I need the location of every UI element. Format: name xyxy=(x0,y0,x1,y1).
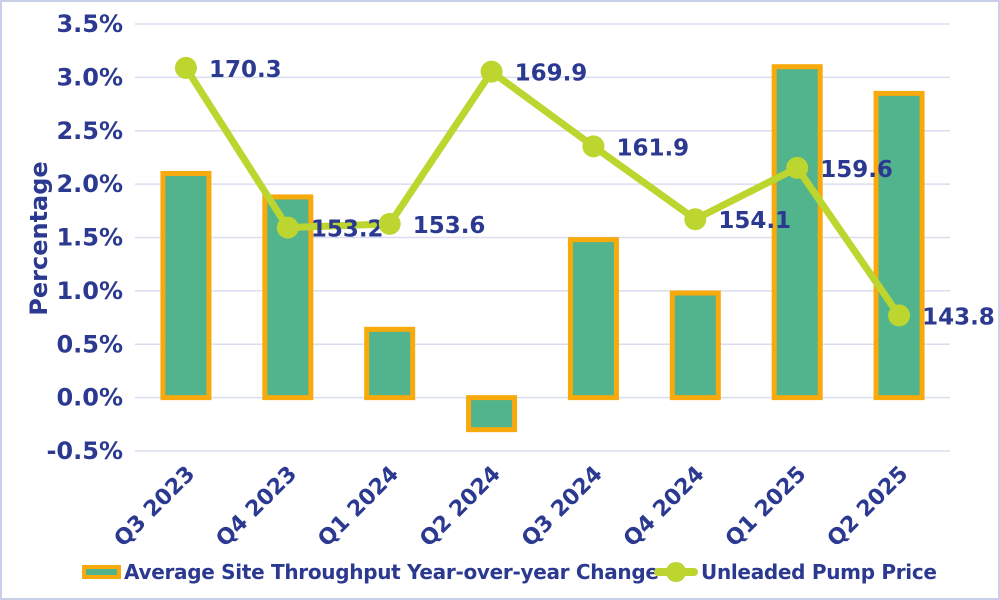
y-tick-label: 0.0% xyxy=(56,384,123,412)
y-tick-label: 3.0% xyxy=(56,63,123,91)
legend: Average Site Throughput Year-over-year C… xyxy=(2,555,998,589)
bar-q2-2025 xyxy=(873,90,925,401)
bar-q1-2024 xyxy=(364,326,416,401)
line-marker-q1-2024 xyxy=(378,212,401,235)
pump-price-line xyxy=(182,64,903,319)
line-data-label: 143.8 xyxy=(922,304,995,330)
line-marker-icon xyxy=(666,562,686,582)
x-tick-label: Q1 2025 xyxy=(721,462,811,552)
bar-q1-2025 xyxy=(771,64,823,401)
chart-svg: 3.5% 3.0% 2.5% 2.0% 1.5% 1.0% 0.5% 0.0% -0.5% Per… xyxy=(25,10,995,552)
bar-q4-2024 xyxy=(669,290,721,401)
y-axis-title: Percentage xyxy=(25,161,53,315)
y-tick-label: 1.5% xyxy=(56,224,123,252)
line-marker-q1-2025 xyxy=(786,156,809,179)
y-tick-label: -0.5% xyxy=(46,437,123,465)
line-marker-q4-2023 xyxy=(276,216,299,239)
x-tick-label: Q1 2024 xyxy=(313,462,403,552)
line-marker-q3-2023 xyxy=(174,56,197,79)
line-data-label: 170.3 xyxy=(209,57,282,83)
bar-series-swatch-icon xyxy=(82,565,121,579)
x-tick-label: Q2 2024 xyxy=(415,462,505,552)
x-tick-label: Q3 2024 xyxy=(517,462,607,552)
legend-label-pump-price: Unleaded Pump Price xyxy=(701,560,937,584)
legend-item-throughput: Average Site Throughput Year-over-year C… xyxy=(82,555,659,589)
y-tick-label: 2.0% xyxy=(56,170,123,198)
line-data-label: 159.6 xyxy=(820,157,893,183)
line-data-label: 154.1 xyxy=(718,208,791,234)
line-marker-q2-2024 xyxy=(480,60,503,83)
x-tick-label: Q3 2023 xyxy=(110,462,200,552)
line-data-label: 153.2 xyxy=(311,217,384,243)
legend-item-pump-price: Unleaded Pump Price xyxy=(654,555,937,589)
bar-q3-2023 xyxy=(160,170,212,401)
line-marker-q3-2024 xyxy=(582,135,605,158)
y-tick-label: 1.0% xyxy=(56,277,123,305)
y-tick-label: 3.5% xyxy=(56,10,123,38)
x-tick-label: Q4 2023 xyxy=(212,462,302,552)
y-tick-label: 2.5% xyxy=(56,117,123,145)
line-data-label: 161.9 xyxy=(616,135,689,161)
legend-label-throughput: Average Site Throughput Year-over-year C… xyxy=(124,560,659,584)
line-marker-q2-2025 xyxy=(888,304,911,327)
y-tick-label: 0.5% xyxy=(56,330,123,358)
x-tick-label: Q2 2025 xyxy=(823,462,913,552)
bar-q3-2024 xyxy=(567,237,619,401)
x-tick-label: Q4 2024 xyxy=(619,462,709,552)
line-data-label: 153.6 xyxy=(413,213,486,239)
line-marker-q4-2024 xyxy=(684,208,707,231)
bar-q2-2024 xyxy=(466,395,518,433)
line-data-label: 169.9 xyxy=(515,61,588,87)
line-series-swatch-icon xyxy=(654,562,698,582)
